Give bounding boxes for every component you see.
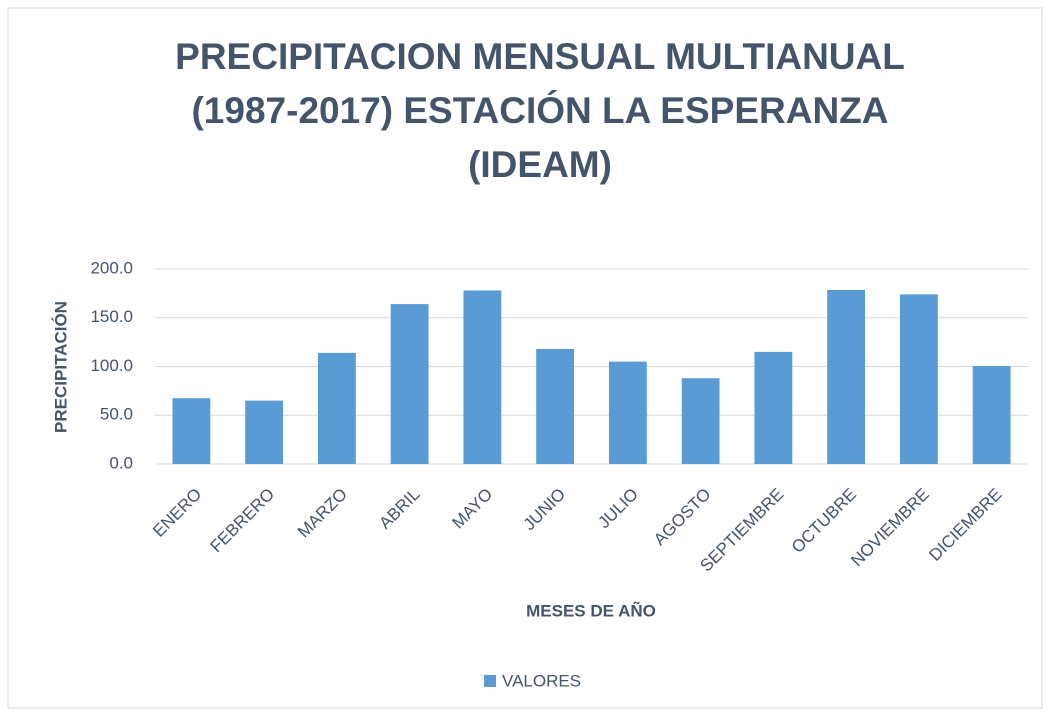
- bar: [317, 352, 356, 464]
- chart-border: [7, 7, 1043, 709]
- x-tick-label: AGOSTO: [650, 485, 715, 550]
- x-tick-label: ABRIL: [375, 485, 423, 533]
- bar: [972, 366, 1011, 464]
- y-tick-label: 200.0: [90, 258, 133, 277]
- chart-title: PRECIPITACION MENSUAL MULTIANUAL (1987-2…: [175, 36, 905, 185]
- y-tick-label: 50.0: [100, 405, 133, 424]
- x-axis-title: MESES DE AÑO: [526, 600, 656, 620]
- x-tick-label: ENERO: [149, 485, 205, 541]
- x-tick-label: JULIO: [594, 485, 642, 533]
- x-tick-label: FEBRERO: [207, 485, 279, 557]
- legend-label: VALORES: [502, 671, 581, 690]
- bar: [754, 351, 793, 464]
- x-tick-label: NOVIEMBRE: [847, 485, 933, 571]
- y-tick-label: 0.0: [109, 453, 133, 472]
- legend-swatch: [484, 675, 496, 687]
- bar: [681, 378, 720, 464]
- bar: [608, 361, 647, 464]
- x-tick-label: JUNIO: [520, 485, 569, 534]
- x-tick-label: MARZO: [294, 485, 351, 542]
- bar: [899, 294, 938, 464]
- bar: [245, 400, 284, 464]
- bar: [463, 290, 502, 464]
- y-axis-title: PRECIPITACIÓN: [51, 301, 70, 433]
- x-tick-label: OCTUBRE: [788, 485, 860, 557]
- y-tick-label: 100.0: [90, 356, 133, 375]
- bar: [390, 304, 429, 464]
- x-tick-label: MAYO: [448, 485, 496, 533]
- bar: [536, 348, 575, 464]
- x-tick-label: DICIEMBRE: [925, 485, 1005, 565]
- bar: [172, 398, 211, 464]
- y-tick-label: 150.0: [90, 307, 133, 326]
- bar: [827, 289, 866, 464]
